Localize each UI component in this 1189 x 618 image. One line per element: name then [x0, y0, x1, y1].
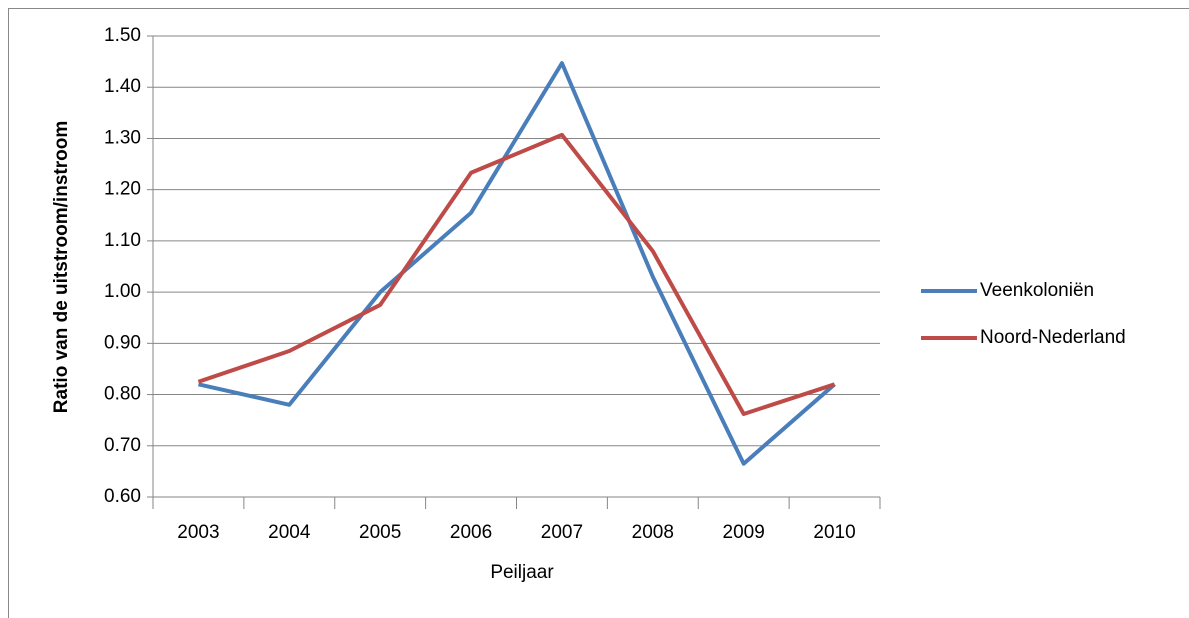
y-tick-label: 1.10 — [104, 230, 141, 251]
x-axis-label: Peiljaar — [490, 562, 554, 583]
y-tick-label: 1.00 — [104, 281, 141, 302]
y-tick-label: 1.50 — [104, 25, 141, 46]
y-tick-label: 0.60 — [104, 486, 141, 507]
y-tick-label: 1.30 — [104, 127, 141, 148]
x-tick-label: 2003 — [177, 522, 219, 543]
legend-label: Veenkoloniën — [980, 280, 1094, 301]
y-tick-label: 0.90 — [104, 332, 141, 353]
series-line — [197, 61, 836, 466]
x-tick-label: 2007 — [541, 522, 583, 543]
y-tick-label: 1.20 — [104, 179, 141, 200]
x-tick-label: 2008 — [632, 522, 674, 543]
y-axis-label: Ratio van de uitstroom/instroom — [51, 121, 72, 413]
y-tick-label: 0.80 — [104, 384, 141, 405]
x-tick-label: 2004 — [268, 522, 311, 543]
x-tick-label: 2009 — [723, 522, 765, 543]
x-tick-label: 2010 — [813, 522, 855, 543]
series-line — [197, 132, 836, 417]
legend-label: Noord-Nederland — [980, 327, 1126, 348]
x-tick-label: 2006 — [450, 522, 492, 543]
x-tick-label: 2005 — [359, 522, 401, 543]
y-tick-label: 0.70 — [104, 435, 141, 456]
y-tick-label: 1.40 — [104, 76, 141, 97]
chart-frame — [8, 8, 1189, 618]
